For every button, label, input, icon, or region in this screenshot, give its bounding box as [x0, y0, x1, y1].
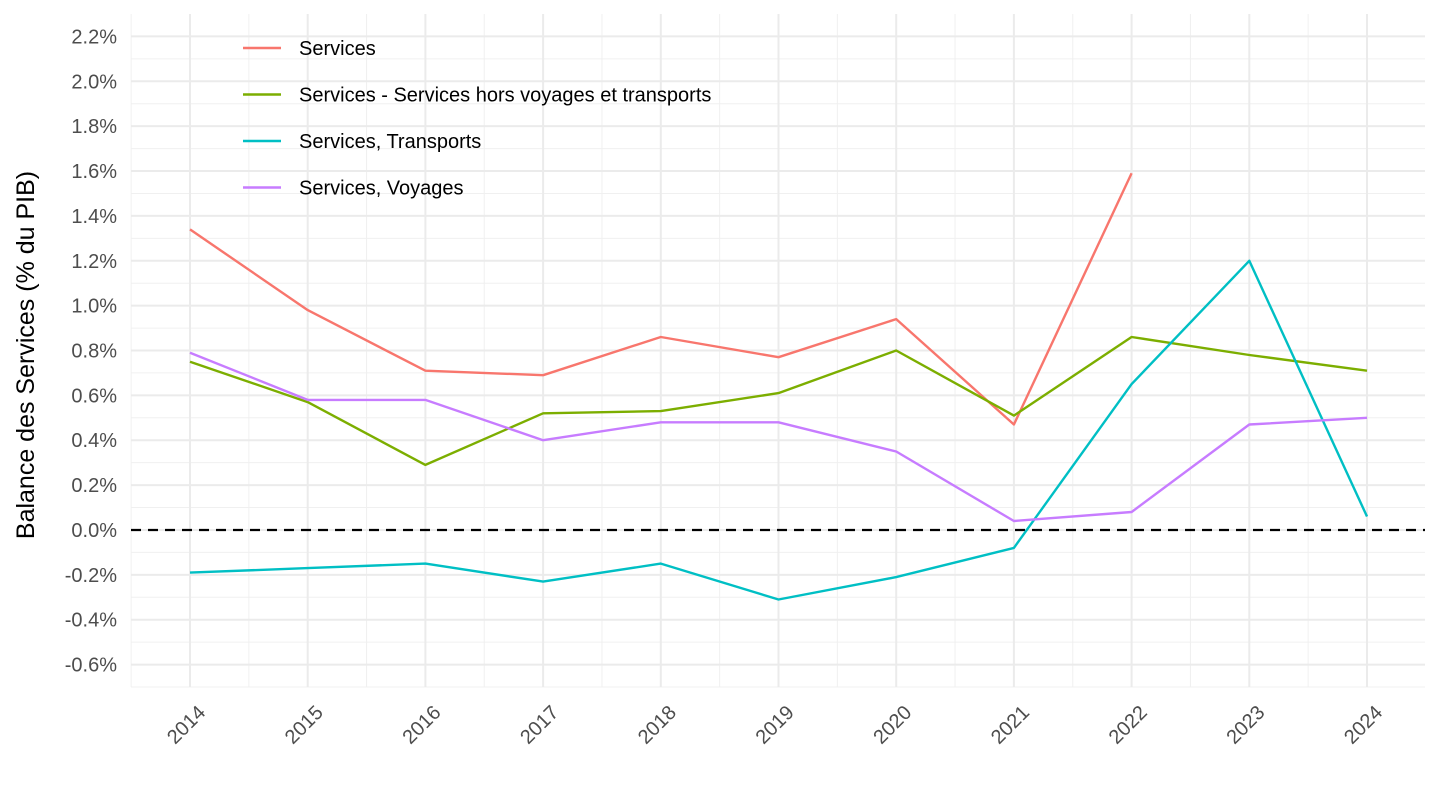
y-tick-label: -0.4%	[65, 610, 117, 632]
y-axis-title: Balance des Services (% du PIB)	[12, 171, 40, 539]
series-line-3	[189, 351, 1368, 523]
y-tick-label: 1.4%	[71, 206, 117, 228]
y-tick-label: 0.2%	[71, 475, 117, 497]
y-tick-label: 1.0%	[71, 296, 117, 318]
y-axis-tick-labels: -0.6% -0.4% -0.2% 0.0% 0.2% 0.4% 0.6% 0.8% 1.0% 1…	[65, 26, 117, 676]
y-tick-label: 0.0%	[71, 520, 117, 542]
series-line-2	[189, 259, 1369, 601]
legend: Services Services - Services hors voyages…	[243, 38, 711, 200]
legend-label: Services, Voyages	[299, 178, 464, 200]
y-tick-label: 0.6%	[71, 385, 117, 407]
legend-label: Services - Services hors voyages et tran…	[299, 85, 711, 107]
series-line-0	[189, 172, 1133, 426]
y-tick-label: 0.8%	[71, 341, 117, 363]
y-tick-label: -0.2%	[65, 565, 117, 587]
y-tick-label: 1.8%	[71, 116, 117, 138]
legend-label: Services, Transports	[299, 131, 481, 153]
y-tick-label: 2.2%	[71, 26, 117, 48]
y-tick-label: 2.0%	[71, 71, 117, 93]
series-lines	[189, 172, 1369, 601]
legend-label: Services	[299, 38, 376, 60]
y-tick-label: 0.4%	[71, 430, 117, 452]
y-tick-label: 1.2%	[71, 251, 117, 273]
y-tick-label: -0.6%	[65, 655, 117, 677]
y-tick-label: 1.6%	[71, 161, 117, 183]
